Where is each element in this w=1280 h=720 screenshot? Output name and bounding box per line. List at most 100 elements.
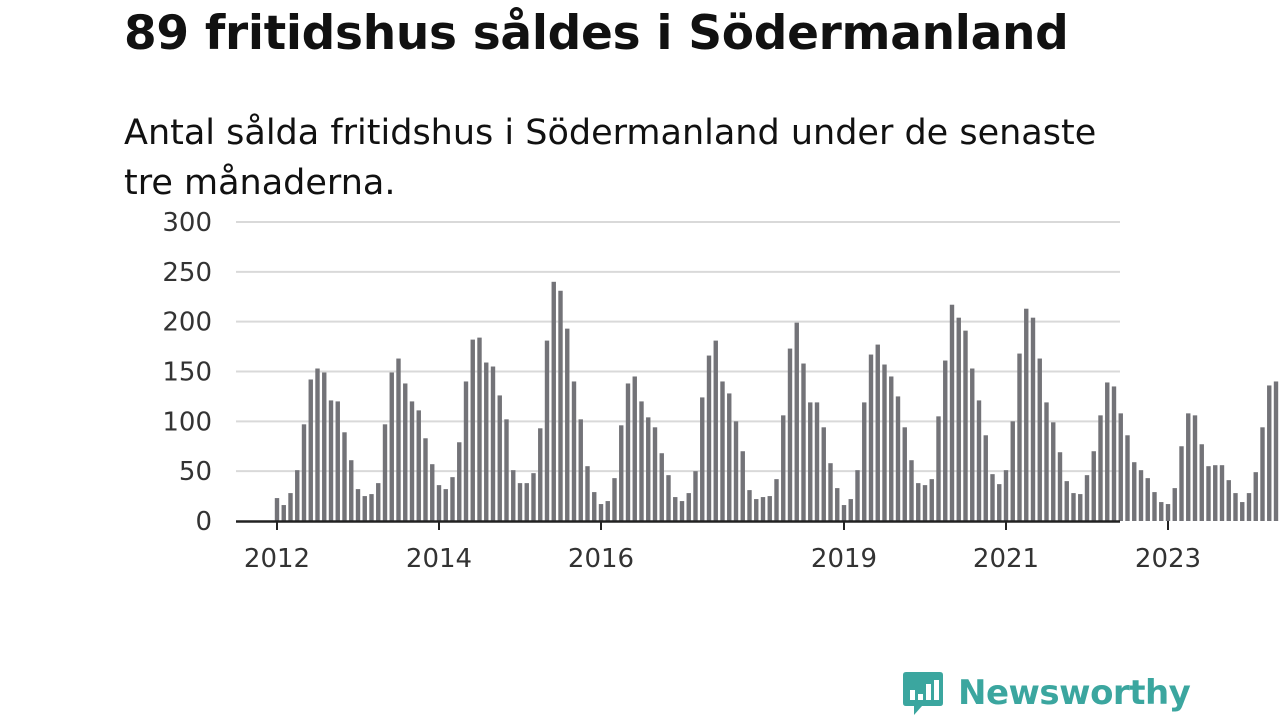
bar (403, 383, 408, 521)
bar (484, 362, 489, 521)
x-axis-ticks: 2012201420162019202120232025 (244, 521, 1201, 574)
bar (598, 504, 604, 521)
bar (625, 383, 631, 521)
bar (1267, 385, 1272, 521)
y-axis-tick-labels: 0 50 100 150 200 250 300 (162, 208, 212, 537)
bar (328, 400, 334, 521)
bar (1051, 422, 1056, 521)
bar (538, 428, 543, 521)
bar (612, 478, 617, 521)
bar (1213, 465, 1218, 521)
bar (646, 417, 651, 521)
bar (308, 379, 313, 521)
bar (659, 453, 664, 521)
bar (551, 281, 556, 521)
bar (531, 473, 536, 521)
bar (733, 421, 739, 521)
bar (1017, 353, 1022, 521)
bar (889, 376, 894, 521)
bar-chart: 0 50 100 150 200 250 300 2012 2014 2016 2019 2021 2… (162, 208, 1279, 574)
bar (295, 470, 300, 521)
bar (524, 483, 529, 521)
bar (1240, 502, 1245, 521)
bar (430, 464, 435, 521)
bar (1159, 502, 1164, 521)
bar (450, 477, 455, 521)
bar (1172, 488, 1177, 521)
bar (477, 337, 482, 521)
bar (369, 494, 374, 521)
bar (720, 381, 725, 521)
bar (902, 427, 907, 521)
bar (457, 442, 462, 521)
x-tick-label: 2023 (1135, 544, 1201, 574)
bar (774, 479, 779, 521)
bar (1138, 470, 1144, 521)
bar (605, 501, 610, 521)
bar (1105, 382, 1110, 521)
bar (1091, 451, 1096, 521)
bar (673, 497, 678, 521)
bar (706, 355, 712, 521)
bar (274, 498, 280, 521)
bar (997, 484, 1002, 521)
bar (322, 372, 327, 521)
bar (1098, 415, 1103, 521)
bar (376, 483, 381, 521)
bar (301, 424, 307, 521)
bar (1132, 462, 1137, 521)
newsworthy-logo[interactable]: Newsworthy (902, 670, 1191, 716)
bar (781, 415, 786, 521)
bar (727, 393, 732, 521)
y-tick-label: 100 (162, 407, 212, 437)
bar (652, 427, 658, 521)
bar (342, 432, 347, 521)
newsworthy-logo-icon (903, 672, 943, 715)
bar (868, 354, 874, 521)
x-tick-label: 2012 (244, 544, 310, 574)
bar (349, 460, 354, 521)
bar (585, 466, 590, 521)
bar (1111, 386, 1117, 521)
bar (1084, 475, 1090, 521)
bar (362, 496, 367, 521)
bar-series (274, 281, 1279, 521)
bar (740, 451, 745, 521)
bar (754, 499, 759, 521)
bar (490, 366, 496, 521)
bar (963, 330, 968, 521)
bar (396, 358, 401, 521)
bar (1044, 402, 1049, 521)
bar (1003, 470, 1009, 521)
bar (760, 497, 766, 521)
bar (1192, 415, 1198, 521)
bar (922, 485, 928, 521)
bar (1246, 493, 1252, 521)
y-tick-label: 200 (162, 308, 212, 338)
bar (382, 424, 388, 521)
bar (592, 492, 597, 521)
bar (409, 401, 415, 521)
x-tick-label: 2014 (406, 544, 472, 574)
bar (983, 435, 988, 521)
bar (639, 401, 644, 521)
bar (1152, 492, 1157, 521)
bar (504, 419, 509, 521)
bar (416, 410, 421, 521)
bar (848, 499, 853, 521)
bar (970, 368, 975, 521)
bar (578, 419, 583, 521)
bar (1179, 446, 1184, 521)
bar (835, 488, 840, 521)
gridlines (236, 221, 1120, 473)
brand-name: Newsworthy (958, 673, 1191, 713)
bar (497, 395, 502, 521)
bar (443, 489, 448, 521)
bar (841, 505, 847, 521)
bar (1030, 317, 1036, 521)
bar (1260, 427, 1265, 521)
bar (1206, 466, 1211, 521)
bar (1078, 494, 1083, 521)
bar (1226, 480, 1231, 521)
bar (801, 363, 806, 521)
